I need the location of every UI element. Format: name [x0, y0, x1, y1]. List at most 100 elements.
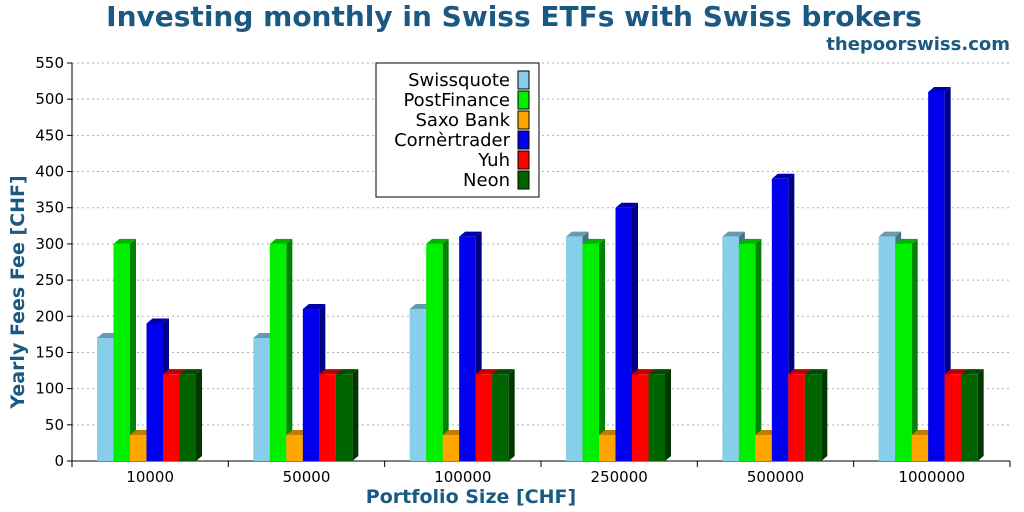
y-tick-label: 150	[35, 343, 64, 361]
bar	[409, 309, 427, 461]
bar-side	[286, 238, 293, 461]
bar-side	[821, 369, 828, 461]
legend-label: Yuh	[477, 150, 510, 171]
bar	[878, 236, 896, 461]
bar	[648, 374, 665, 461]
y-tick-label: 550	[35, 54, 64, 72]
bar-top	[944, 369, 968, 375]
bar	[928, 91, 945, 461]
bar	[442, 434, 460, 461]
bar-top	[804, 369, 828, 375]
legend-label: Cornèrtrader	[394, 130, 511, 151]
y-tick-label: 100	[35, 380, 64, 398]
legend-label: Saxo Bank	[416, 110, 511, 131]
bar	[146, 323, 163, 461]
bar	[163, 374, 180, 461]
legend-swatch	[517, 90, 530, 110]
bar-top	[961, 369, 984, 375]
bar	[771, 178, 789, 462]
y-tick-label: 500	[35, 90, 64, 108]
bar	[632, 374, 649, 461]
bar	[961, 374, 978, 461]
chart-title: Investing monthly in Swiss ETFs with Swi…	[106, 0, 922, 33]
bar-top	[615, 202, 638, 208]
bar-top	[426, 238, 449, 244]
legend-swatch	[517, 170, 530, 190]
legend-label: PostFinance	[403, 90, 510, 111]
bar	[253, 337, 270, 461]
bar-top	[722, 231, 745, 237]
bar-side	[508, 369, 515, 461]
bar-top	[928, 86, 951, 92]
bar	[130, 434, 147, 461]
bar	[566, 236, 583, 461]
y-tick-label: 50	[45, 416, 64, 434]
bar-top	[179, 369, 202, 375]
legend-swatch	[517, 150, 530, 170]
bar	[113, 243, 130, 461]
x-tick-label: 100000	[434, 468, 491, 486]
x-tick-label: 50000	[283, 468, 331, 486]
bar	[179, 374, 196, 461]
bar-top	[771, 173, 795, 179]
bar-side	[755, 238, 762, 461]
bar-side	[911, 238, 918, 461]
bar-top	[492, 369, 515, 375]
bar	[615, 207, 632, 461]
x-tick-label: 1000000	[898, 468, 965, 486]
bar-top	[566, 231, 589, 237]
bar-side	[196, 369, 202, 461]
bar	[738, 243, 756, 461]
bar	[788, 374, 805, 461]
bar-side	[665, 369, 671, 461]
bar-top	[113, 238, 136, 244]
y-tick-label: 200	[35, 307, 64, 325]
bar	[911, 434, 929, 461]
bar-side	[944, 86, 951, 461]
bar	[319, 374, 336, 461]
bar	[97, 337, 114, 461]
bar	[459, 236, 476, 461]
bar-top	[582, 238, 605, 244]
bar-side	[977, 369, 984, 461]
bar-top	[302, 304, 326, 310]
bar-top	[878, 231, 902, 237]
chart-subtitle: thepoorswiss.com	[826, 34, 1010, 55]
bar	[944, 374, 962, 461]
y-tick-label: 450	[35, 126, 64, 144]
y-tick-label: 250	[35, 271, 64, 289]
bar-side	[130, 238, 136, 461]
bar-top	[335, 369, 359, 375]
bar	[599, 434, 616, 461]
legend-label: Swissquote	[408, 70, 510, 91]
bar	[492, 374, 509, 461]
legend-swatch	[517, 130, 530, 150]
bar	[335, 374, 353, 461]
bar	[302, 309, 320, 461]
legend-swatch	[517, 70, 530, 90]
x-tick-label: 10000	[126, 468, 174, 486]
y-tick-label: 400	[35, 163, 64, 181]
bar-top	[459, 231, 482, 237]
bar	[755, 434, 772, 461]
bar-top	[146, 318, 169, 324]
bar-top	[269, 238, 293, 244]
bar-side	[599, 238, 605, 461]
y-tick-label: 350	[35, 199, 64, 217]
bar-top	[788, 369, 811, 375]
bar	[426, 243, 443, 461]
x-axis-label: Portfolio Size [CHF]	[366, 486, 576, 508]
bar-side	[352, 369, 359, 461]
bar	[722, 236, 739, 461]
bar-top	[648, 369, 671, 375]
bar	[804, 374, 822, 461]
bar	[269, 243, 287, 461]
bar	[895, 243, 912, 461]
bar-side	[442, 238, 449, 461]
y-tick-label: 0	[54, 452, 64, 470]
legend-swatch	[517, 110, 530, 130]
x-tick-label: 250000	[591, 468, 648, 486]
bar	[475, 374, 493, 461]
y-axis-label: Yearly Fees Fee [CHF]	[7, 175, 29, 409]
